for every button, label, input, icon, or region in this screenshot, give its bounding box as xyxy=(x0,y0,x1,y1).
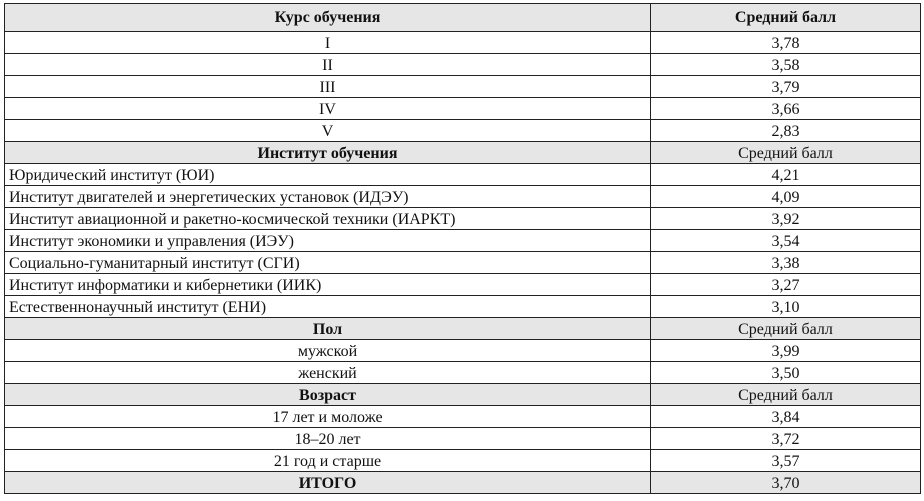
row-label: Естественнонаучный институт (ЕНИ) xyxy=(4,295,651,318)
table-row: 17 лет и моложе 3,84 xyxy=(4,405,921,428)
row-value: 3,57 xyxy=(650,449,921,472)
value-column-header: Средний балл xyxy=(650,141,921,164)
section-header: Возраст xyxy=(4,383,651,406)
row-value: 3,27 xyxy=(650,273,921,296)
row-value: 3,54 xyxy=(650,229,921,252)
section-header-row: Возраст Средний балл xyxy=(4,383,921,406)
row-label: II xyxy=(4,53,651,76)
row-label: 18–20 лет xyxy=(4,427,651,450)
table-row: Естественнонаучный институт (ЕНИ) 3,10 xyxy=(4,295,921,318)
row-label: V xyxy=(4,119,651,142)
table-row: Институт экономики и управления (ИЭУ) 3,5… xyxy=(4,229,921,252)
row-label: IV xyxy=(4,97,651,120)
row-label: III xyxy=(4,75,651,98)
row-label: Юридический институт (ЮИ) xyxy=(4,163,651,186)
table-row: мужской 3,99 xyxy=(4,339,921,362)
table-row: I 3,78 xyxy=(4,31,921,54)
table-row: 18–20 лет 3,72 xyxy=(4,427,921,450)
total-label: ИТОГО xyxy=(4,471,651,494)
section-header: Институт обучения xyxy=(4,141,651,164)
table-row: III 3,79 xyxy=(4,75,921,98)
row-label: 21 год и старше xyxy=(4,449,651,472)
table-row: IV 3,66 xyxy=(4,97,921,120)
row-value: 3,50 xyxy=(650,361,921,384)
table-row: V 2,83 xyxy=(4,119,921,142)
row-label: Социально-гуманитарный институт (СГИ) xyxy=(4,251,651,274)
total-row: ИТОГО 3,70 xyxy=(4,471,921,494)
row-value: 4,09 xyxy=(650,185,921,208)
table-row: Институт авиационной и ракетно-космическ… xyxy=(4,207,921,230)
average-score-table: Курс обучения Средний балл I 3,78 II 3,58 III 3… xyxy=(4,3,921,494)
row-label: мужской xyxy=(4,339,651,362)
row-label: Институт двигателей и энергетических уст… xyxy=(4,185,651,208)
value-column-header: Средний балл xyxy=(650,317,921,340)
value-column-header: Средний балл xyxy=(650,3,921,32)
row-value: 3,72 xyxy=(650,427,921,450)
row-value: 3,92 xyxy=(650,207,921,230)
table-row: 21 год и старше 3,57 xyxy=(4,449,921,472)
row-value: 2,83 xyxy=(650,119,921,142)
row-label: I xyxy=(4,31,651,54)
table-row: Институт информатики и кибернетики (ИИК)… xyxy=(4,273,921,296)
row-value: 3,10 xyxy=(650,295,921,318)
table-row: Институт двигателей и энергетических уст… xyxy=(4,185,921,208)
row-label: Институт экономики и управления (ИЭУ) xyxy=(4,229,651,252)
section-header-row: Институт обучения Средний балл xyxy=(4,141,921,164)
row-value: 3,58 xyxy=(650,53,921,76)
table-row: Юридический институт (ЮИ) 4,21 xyxy=(4,163,921,186)
row-value: 3,79 xyxy=(650,75,921,98)
row-value: 3,38 xyxy=(650,251,921,274)
row-value: 4,21 xyxy=(650,163,921,186)
row-label: Институт информатики и кибернетики (ИИК) xyxy=(4,273,651,296)
row-label: 17 лет и моложе xyxy=(4,405,651,428)
row-value: 3,78 xyxy=(650,31,921,54)
row-label: Институт авиационной и ракетно-космическ… xyxy=(4,207,651,230)
section-header-row: Пол Средний балл xyxy=(4,317,921,340)
section-header: Курс обучения xyxy=(4,3,651,32)
row-value: 3,84 xyxy=(650,405,921,428)
table-row: II 3,58 xyxy=(4,53,921,76)
row-label: женский xyxy=(4,361,651,384)
total-value: 3,70 xyxy=(650,471,921,494)
row-value: 3,99 xyxy=(650,339,921,362)
value-column-header: Средний балл xyxy=(650,383,921,406)
section-header: Пол xyxy=(4,317,651,340)
section-header-row: Курс обучения Средний балл xyxy=(4,3,921,32)
row-value: 3,66 xyxy=(650,97,921,120)
table-row: женский 3,50 xyxy=(4,361,921,384)
table-row: Социально-гуманитарный институт (СГИ) 3,3… xyxy=(4,251,921,274)
